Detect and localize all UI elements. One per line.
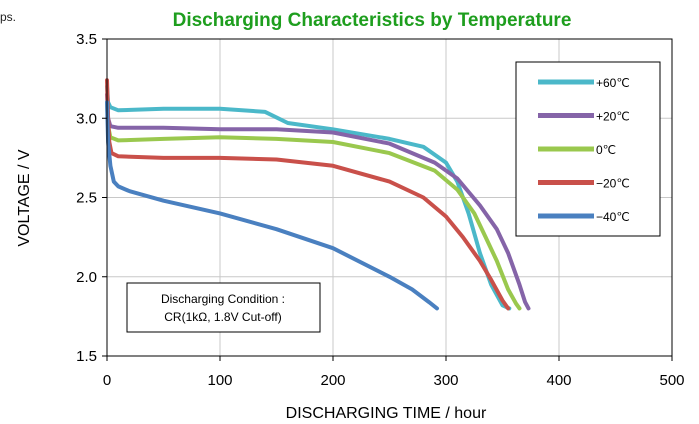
y-tick-label-0: 1.5: [76, 348, 97, 365]
legend: +60℃ +20℃ 0℃ −20℃ −40℃: [515, 61, 661, 237]
tick-labels: 0 100 200 300 400 500 1.5 2.0 2.5 3.0 3.5: [76, 31, 684, 389]
y-tick-label-4: 3.5: [76, 31, 97, 48]
series-line-3: [105, 78, 511, 311]
x-tick-label-3: 300: [433, 372, 458, 389]
chart-title: Discharging Characteristics by Temperatu…: [173, 10, 572, 31]
legend-label-0: +60℃: [596, 76, 630, 90]
y-tick-label-2: 2.5: [76, 190, 97, 207]
legend-label-3: −20℃: [596, 177, 630, 191]
series-line-4: [105, 100, 439, 311]
axes: [102, 38, 673, 361]
series-line-1: [105, 92, 531, 311]
series-line-0: [105, 84, 512, 311]
y-axis-label: VOLTAGE / V: [16, 149, 33, 247]
annotation-line-2: CR(1kΩ, 1.8V Cut-off): [164, 310, 281, 324]
x-tick-label-2: 200: [320, 372, 345, 389]
legend-label-4: −40℃: [596, 210, 630, 224]
series-line-2: [105, 100, 522, 311]
corner-text: ps.: [0, 10, 17, 24]
y-tick-label-1: 2.0: [76, 269, 97, 286]
x-tick-label-5: 500: [659, 372, 684, 389]
x-axis-label: DISCHARGING TIME / hour: [286, 405, 487, 422]
series-lines: [105, 78, 531, 311]
legend-label-1: +20℃: [596, 110, 630, 124]
legend-label-2: 0℃: [596, 143, 616, 157]
annotation-line-1: Discharging Condition :: [161, 292, 285, 306]
x-tick-label-1: 100: [207, 372, 232, 389]
x-tick-label-0: 0: [103, 372, 111, 389]
y-tick-label-3: 3.0: [76, 110, 97, 127]
condition-annotation: Discharging Condition : CR(1kΩ, 1.8V Cut…: [126, 282, 321, 333]
x-tick-label-4: 400: [546, 372, 571, 389]
